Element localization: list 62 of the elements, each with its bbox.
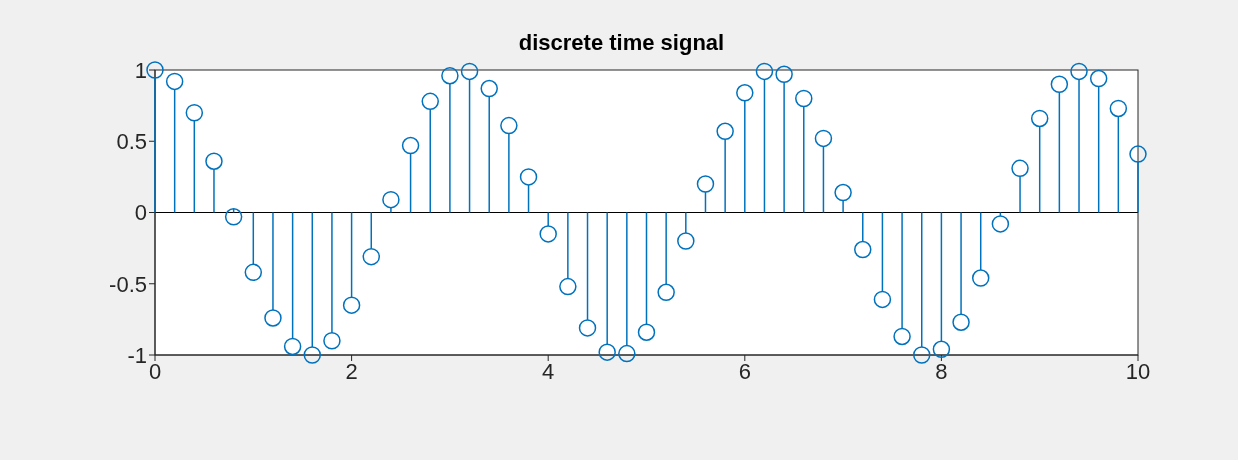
point xyxy=(421,92,439,111)
point xyxy=(323,332,341,350)
point xyxy=(696,175,715,193)
point xyxy=(1089,69,1108,88)
point xyxy=(1011,159,1029,178)
point xyxy=(1109,99,1128,118)
point xyxy=(224,208,243,226)
point xyxy=(401,136,420,155)
point xyxy=(539,225,557,243)
point xyxy=(303,346,322,364)
point xyxy=(342,296,361,314)
point xyxy=(795,89,813,108)
y-tick-label: -0.5 xyxy=(109,271,147,297)
point xyxy=(559,277,577,296)
point xyxy=(185,104,204,122)
point xyxy=(912,346,931,364)
point xyxy=(480,79,498,98)
point xyxy=(991,215,1010,233)
y-tick-label: -1 xyxy=(127,342,147,368)
y-tick-label: 0.5 xyxy=(116,129,147,155)
point xyxy=(283,337,302,356)
point xyxy=(264,309,282,327)
point xyxy=(598,343,616,361)
point xyxy=(1030,109,1049,128)
x-tick-label: 4 xyxy=(542,358,555,384)
point xyxy=(441,66,459,85)
x-tick-label: 2 xyxy=(345,358,358,384)
point xyxy=(893,327,911,346)
point xyxy=(637,323,656,341)
x-tick-label: 10 xyxy=(1125,358,1151,384)
point xyxy=(205,152,223,170)
chart-title: discrete time signal xyxy=(517,30,726,56)
point xyxy=(500,116,518,135)
x-tick-label: 8 xyxy=(935,358,948,384)
point xyxy=(932,340,951,359)
point xyxy=(362,247,381,266)
point xyxy=(657,283,675,302)
point xyxy=(382,190,400,209)
point xyxy=(952,313,970,331)
point xyxy=(165,72,184,91)
point xyxy=(1129,145,1147,163)
point xyxy=(677,232,695,250)
point xyxy=(971,269,990,287)
point xyxy=(146,61,164,79)
point xyxy=(1070,62,1088,81)
point xyxy=(775,65,793,84)
point xyxy=(578,319,597,337)
point xyxy=(755,62,774,81)
point xyxy=(460,62,479,81)
point xyxy=(1050,75,1069,93)
point xyxy=(814,129,833,148)
point xyxy=(244,263,263,282)
x-tick-label: 6 xyxy=(738,358,751,384)
point xyxy=(834,183,852,202)
point xyxy=(736,84,754,102)
point xyxy=(873,290,892,309)
point xyxy=(618,344,636,363)
y-tick-label: 0 xyxy=(134,200,147,226)
point xyxy=(854,240,872,259)
point xyxy=(716,122,734,141)
y-tick-label: 1 xyxy=(134,57,147,83)
point xyxy=(519,168,538,186)
